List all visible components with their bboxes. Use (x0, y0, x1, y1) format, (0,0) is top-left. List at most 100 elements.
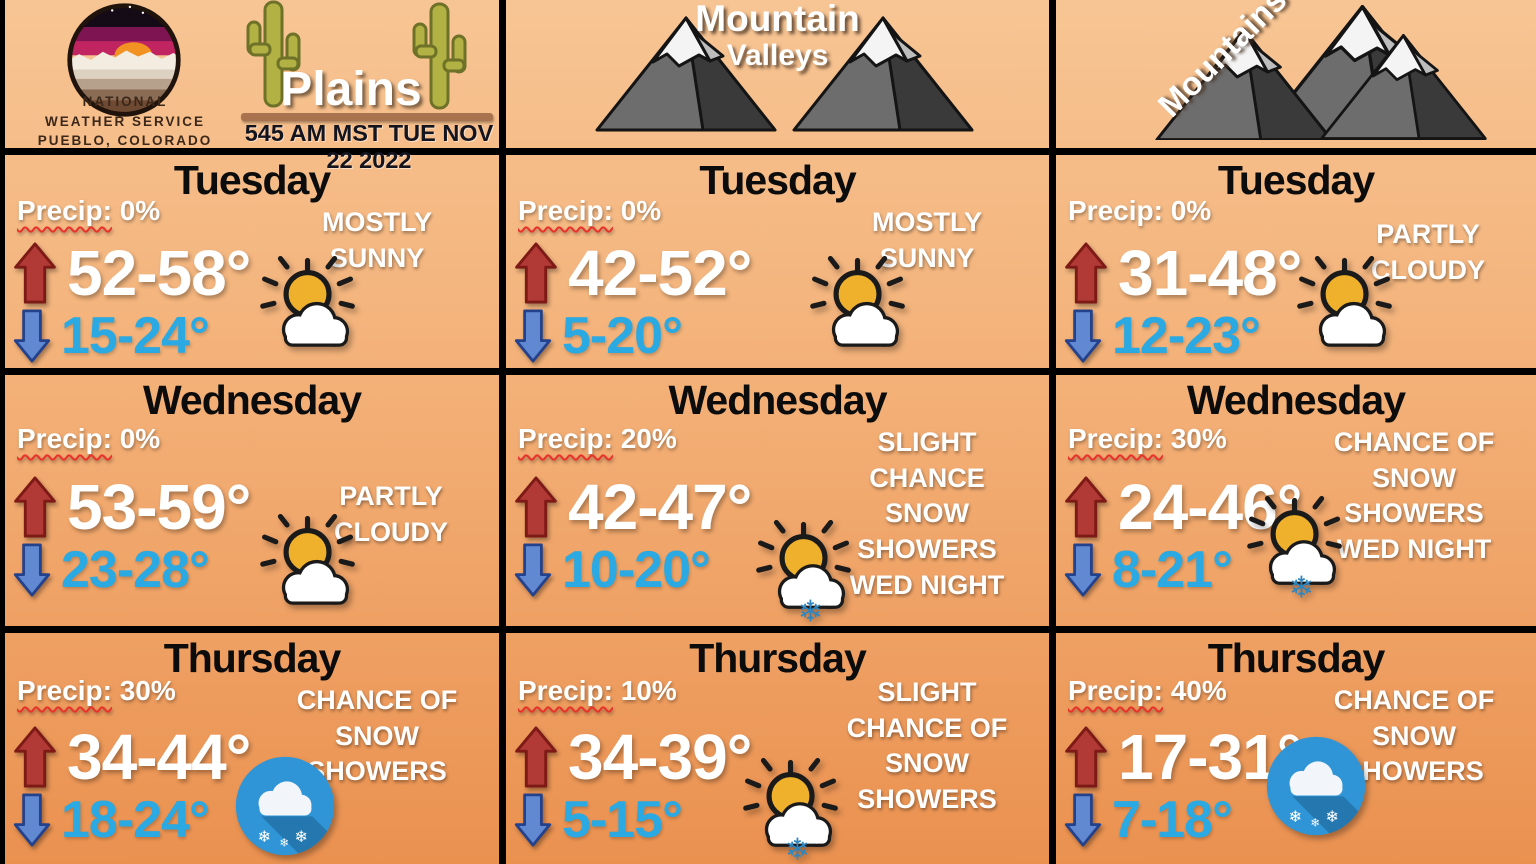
header-mountain-valleys: Mountain Valleys (499, 0, 1049, 148)
down-arrow-icon (514, 543, 552, 597)
temperature-block: 34-44° 18-24° (13, 721, 251, 849)
cell-thursday-mountains: Thursday Precip: 40% 17-31° 7-18° CHANCE… (1049, 626, 1536, 864)
region-title-line1: Mountain (695, 0, 860, 39)
temperature-block: 24-46° 8-21° (1064, 475, 1302, 597)
low-temp-range: 7-18° (1112, 791, 1233, 849)
precip-value: 30% (119, 675, 176, 706)
sun-behind-cloud-icon (260, 256, 355, 347)
region-title-plains: Plains (280, 63, 422, 116)
high-temp-range: 42-52° (568, 237, 752, 309)
high-temp-range: 42-47° (568, 471, 752, 543)
day-heading: Wednesday (142, 377, 362, 423)
condition-text: CHANCE OF SNOW SHOWERS (296, 685, 458, 787)
sun-cloud-snow-icon: ❄ (743, 758, 838, 862)
cell-wednesday-plains: Wednesday Precip: 0% 53-59° 23-28° PARTL… (5, 368, 499, 626)
temperature-block: 52-58° 15-24° (13, 237, 251, 365)
precip-line: Precip: 10% (518, 675, 677, 707)
precip-value: 0% (1170, 195, 1212, 226)
sun-behind-cloud-icon (810, 256, 905, 347)
day-heading: Wednesday (668, 377, 887, 423)
down-arrow-icon (13, 793, 51, 847)
nws-agency-text: NATIONAL WEATHER SERVICE PUEBLO, COLORAD… (15, 92, 235, 151)
up-arrow-icon (1065, 476, 1107, 538)
precip-line: Precip: 20% (518, 423, 677, 455)
cell-tuesday-plains: Tuesday Precip: 0% 52-58° 15-24° MOSTLY … (5, 148, 499, 368)
nws-logo (67, 3, 181, 117)
temperature-block: 42-52° 5-20° (514, 237, 752, 365)
precip-label: Precip: (17, 675, 112, 706)
condition-text: SLIGHT CHANCE SNOW SHOWERS WED NIGHT (849, 427, 1005, 600)
high-temp-range: 53-59° (67, 471, 251, 543)
svg-text:❄: ❄ (1310, 818, 1320, 830)
precip-label: Precip: (518, 675, 613, 706)
snow-cloud-circle-icon: ❄ ❄ ❄ (235, 756, 335, 856)
cell-wednesday-mountains: Wednesday Precip: 30% 24-46° 8-21° CHANC… (1049, 368, 1536, 626)
low-temp-range: 10-20° (562, 541, 711, 599)
cell-thursday-mountain-valleys: Thursday Precip: 10% 34-39° 5-15° SLIGHT… (499, 626, 1049, 864)
down-arrow-icon (514, 309, 552, 363)
low-temp-range: 18-24° (61, 791, 210, 849)
temperature-block: 34-39° 5-15° (514, 725, 752, 849)
day-heading: Wednesday (1186, 377, 1406, 423)
snowflake-glyph: ❄ (798, 595, 823, 624)
snow-cloud-circle-icon: ❄ ❄ ❄ (1266, 736, 1366, 836)
sun-cloud-snow-icon: ❄ (1247, 496, 1342, 600)
precip-value: 0% (620, 195, 662, 226)
header-plains: NATIONAL WEATHER SERVICE PUEBLO, COLORAD… (5, 0, 499, 173)
up-arrow-icon (515, 242, 557, 304)
up-arrow-icon (1065, 726, 1107, 788)
precip-line: Precip: 30% (17, 675, 176, 707)
high-temp-range: 34-44° (67, 721, 251, 793)
temperature-block: 42-47° 10-20° (514, 471, 752, 599)
down-arrow-icon (13, 543, 51, 597)
precip-label: Precip: (17, 423, 112, 454)
precip-line: Precip: 0% (1068, 195, 1211, 227)
low-temp-range: 15-24° (61, 307, 210, 365)
precip-label: Precip: (518, 195, 613, 226)
svg-text:❄: ❄ (258, 828, 271, 846)
day-heading: Tuesday (699, 157, 856, 203)
precip-line: Precip: 0% (17, 423, 160, 455)
temperature-block: 31-48° 12-23° (1064, 237, 1302, 365)
precip-value: 0% (119, 195, 161, 226)
ground-bar (241, 113, 493, 121)
day-heading: Thursday (689, 635, 867, 681)
nws-agency-line1: NATIONAL (82, 94, 168, 109)
two-mountains-icon (595, 16, 974, 132)
nws-agency-line3: PUEBLO, COLORADO (37, 133, 213, 149)
condition-text: PARTLY CLOUDY (334, 481, 448, 547)
down-arrow-icon (13, 309, 51, 363)
low-temp-range: 12-23° (1112, 307, 1261, 365)
snowflake-glyph: ❄ (785, 833, 810, 862)
up-arrow-icon (515, 726, 557, 788)
low-temp-range: 5-20° (562, 307, 683, 365)
up-arrow-icon (515, 476, 557, 538)
precip-label: Precip: (1068, 675, 1163, 706)
down-arrow-icon (1064, 543, 1102, 597)
high-temp-range: 52-58° (67, 237, 251, 309)
svg-text:❄: ❄ (1325, 808, 1338, 826)
down-arrow-icon (1064, 309, 1102, 363)
snowflake-glyphs: ❄ ❄ ❄ (258, 828, 308, 850)
precip-label: Precip: (518, 423, 613, 454)
issued-timestamp: 545 AM MST TUE NOV 22 2022 (244, 120, 494, 173)
low-temp-range: 23-28° (61, 541, 210, 599)
day-heading: Tuesday (173, 157, 331, 203)
svg-text:❄: ❄ (294, 828, 307, 846)
precip-value: 10% (620, 675, 677, 706)
precip-line: Precip: 0% (17, 195, 160, 227)
svg-text:❄: ❄ (279, 838, 289, 850)
snowflake-glyphs: ❄ ❄ ❄ (1289, 808, 1339, 830)
day-heading: Thursday (163, 635, 342, 681)
cell-tuesday-mountains: Tuesday Precip: 0% 31-48° 12-23° PARTLY … (1049, 148, 1536, 368)
high-temp-range: 31-48° (1118, 237, 1302, 309)
low-temp-range: 5-15° (562, 791, 683, 849)
sun-behind-cloud-icon (1297, 256, 1392, 347)
precip-line: Precip: 40% (1068, 675, 1227, 707)
cactus-icon (246, 0, 301, 108)
region-title-mountain-valleys: Mountain Valleys (506, 0, 1049, 72)
sun-behind-cloud-icon (260, 514, 355, 605)
cactus-icon (412, 2, 467, 110)
up-arrow-icon (14, 242, 56, 304)
